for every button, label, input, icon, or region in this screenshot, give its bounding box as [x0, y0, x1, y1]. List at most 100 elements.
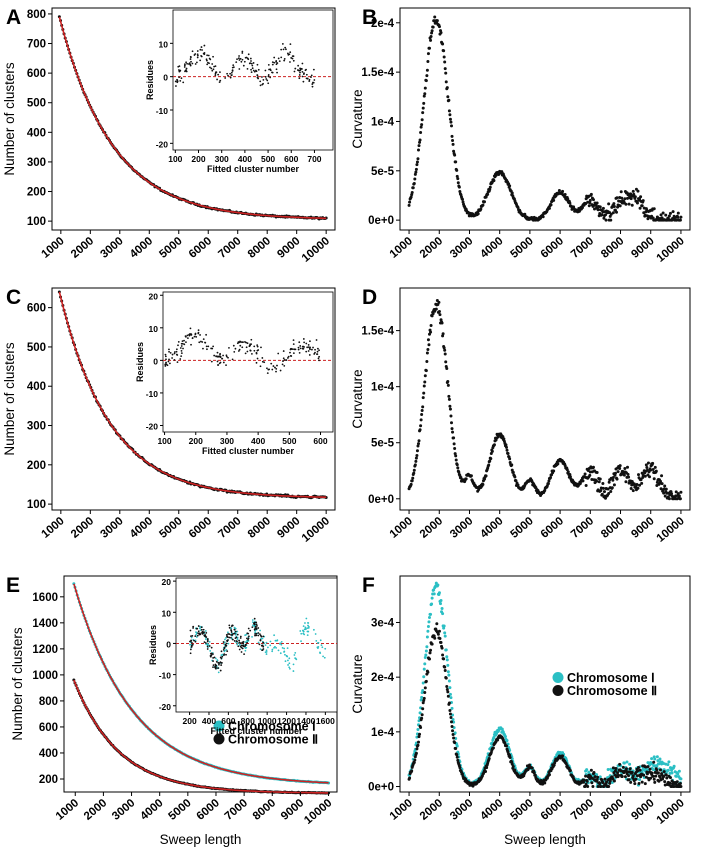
y-tick-label: 400: [39, 748, 58, 760]
residue-point: [277, 352, 280, 355]
residue-point: [176, 80, 179, 83]
y-tick-label: 100: [27, 216, 46, 228]
data-point: [601, 781, 605, 785]
data-point: [429, 612, 433, 616]
residue-point: [274, 639, 277, 642]
data-point: [416, 444, 420, 448]
data-point: [613, 769, 617, 773]
data-point: [595, 479, 599, 483]
residue-point: [254, 627, 257, 630]
data-point: [676, 492, 680, 496]
residue-point: [191, 337, 194, 340]
data-point: [418, 732, 422, 736]
y-tick-label: 3e-4: [371, 617, 395, 629]
data-point: [676, 211, 680, 215]
residue-point: [192, 627, 195, 629]
data-point: [659, 768, 663, 772]
data-point: [458, 190, 462, 194]
data-point: [566, 470, 570, 474]
residue-point: [279, 652, 282, 655]
y-tick-label: 200: [27, 460, 46, 472]
residue-point: [239, 637, 242, 639]
x-tick-label: 500: [261, 154, 275, 164]
data-point: [447, 98, 451, 102]
data-point: [664, 773, 668, 777]
data-point: [484, 769, 488, 773]
residue-point: [200, 628, 203, 631]
data-point: [455, 168, 459, 172]
residue-point: [287, 355, 290, 358]
data-point: [599, 489, 603, 493]
y-tick-label: 5e-5: [371, 438, 395, 450]
residue-point: [292, 59, 295, 62]
residue-point: [235, 61, 238, 63]
data-point: [408, 776, 412, 780]
residue-point: [247, 632, 250, 635]
data-point: [619, 190, 623, 194]
data-point: [583, 472, 587, 476]
data-point: [421, 111, 425, 115]
residue-point: [276, 71, 278, 74]
data-point: [416, 743, 420, 747]
data-point: [516, 483, 520, 487]
data-point: [678, 781, 682, 785]
data-point: [457, 185, 461, 189]
residue-point: [275, 60, 278, 62]
residue-point: [222, 648, 225, 651]
data-point: [557, 188, 561, 192]
data-point: [612, 483, 616, 487]
residue-point: [307, 621, 309, 624]
residue-point: [210, 67, 213, 70]
residue-point: [284, 46, 287, 49]
residue-point: [231, 638, 234, 641]
data-point: [454, 160, 458, 164]
data-point: [492, 443, 496, 447]
residue-point: [225, 354, 228, 357]
residue-point: [262, 635, 265, 638]
residue-point: [292, 343, 295, 345]
residue-point: [179, 69, 182, 72]
data-point: [426, 624, 430, 628]
residue-point: [264, 69, 267, 72]
data-point: [638, 778, 642, 782]
residue-point: [269, 76, 272, 79]
data-point: [510, 191, 514, 195]
residue-point: [262, 82, 264, 85]
data-point: [552, 469, 556, 473]
data-point: [414, 167, 418, 171]
residue-point: [309, 346, 312, 349]
data-point: [490, 449, 494, 453]
x-tick-label: 600: [313, 436, 327, 446]
x-tick-label: 3000: [110, 797, 137, 823]
residue-point: [168, 350, 170, 353]
data-point: [585, 768, 589, 772]
data-point: [410, 769, 414, 773]
data-point: [580, 206, 584, 210]
data-point: [426, 60, 430, 64]
y-tick-label: 0: [166, 639, 171, 649]
residue-point: [285, 48, 287, 51]
x-tick-label: 4000: [138, 797, 165, 823]
data-point: [412, 471, 416, 475]
data-point: [450, 134, 454, 138]
residue-point: [197, 329, 200, 332]
residue-point: [212, 660, 214, 662]
residue-point: [255, 628, 258, 630]
data-point: [674, 774, 678, 778]
data-point: [444, 676, 448, 680]
x-tick-label: 700: [307, 154, 321, 164]
residue-point: [278, 642, 281, 645]
residue-point: [204, 635, 207, 638]
chart-B: 1000 2000 3000 4000 5000 6000 7000 8000 90001000…: [350, 7, 691, 265]
residue-point: [227, 642, 230, 645]
residue-point: [284, 653, 286, 656]
y-tick-label: 300: [27, 157, 46, 169]
data-point: [627, 774, 631, 778]
y-tick-label: 20: [162, 577, 172, 587]
data-point: [543, 781, 547, 785]
residue-point: [233, 632, 236, 635]
residue-point: [197, 625, 200, 627]
residue-point: [261, 644, 264, 647]
data-point: [446, 694, 450, 698]
residue-point: [317, 645, 320, 648]
